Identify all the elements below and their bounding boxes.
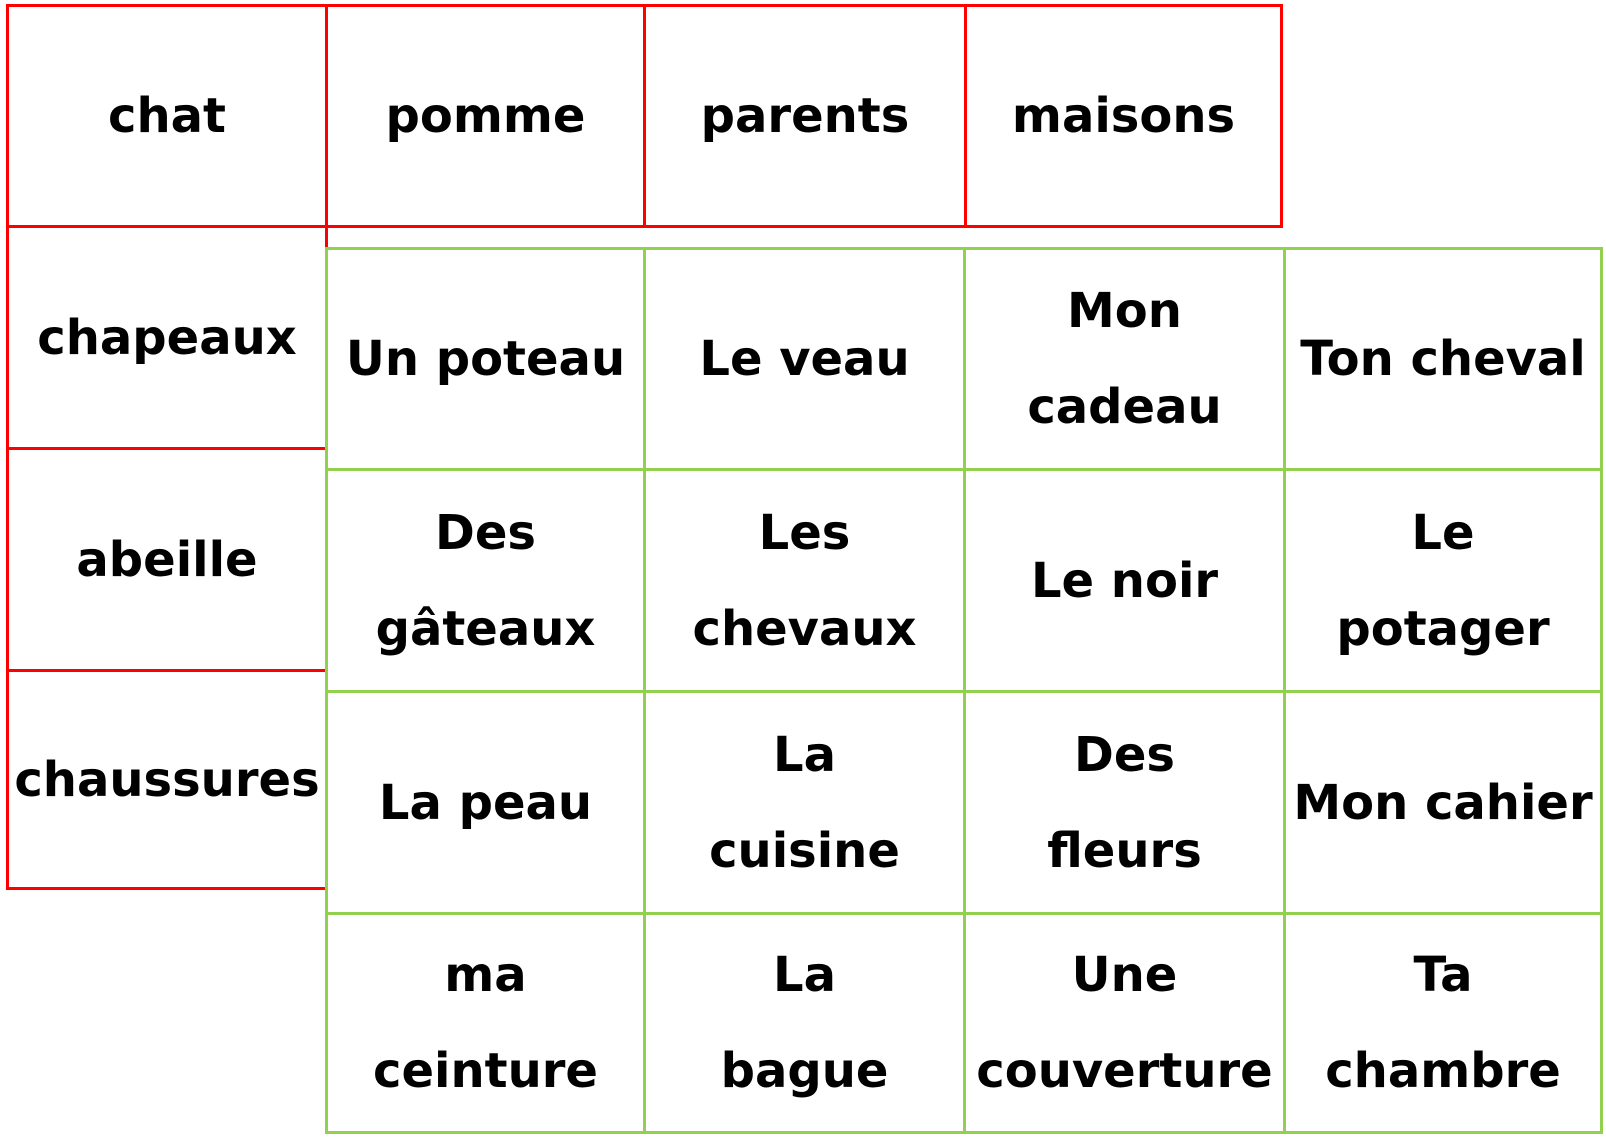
word-cell: Des fleurs — [963, 690, 1286, 915]
word-cell: Mon cadeau — [963, 247, 1286, 471]
word-cell: La peau — [325, 690, 646, 915]
side-word-cell: abeille — [6, 447, 328, 672]
word-cell: Des gâteaux — [325, 468, 646, 693]
word-cell: Le noir — [963, 468, 1286, 693]
word-cell: ma ceinture — [325, 912, 646, 1134]
word-cell: Les chevaux — [643, 468, 966, 693]
word-cell: Mon cahier — [1283, 690, 1603, 915]
word-cell: La bague — [643, 912, 966, 1134]
word-cell: Le potager — [1283, 468, 1603, 693]
word-cell: Un poteau — [325, 247, 646, 471]
header-word-cell: pomme — [325, 4, 646, 228]
word-cell: La cuisine — [643, 690, 966, 915]
header-word-cell: chat — [6, 4, 328, 228]
word-cell: Ta chambre — [1283, 912, 1603, 1134]
word-cell: Une couverture — [963, 912, 1286, 1134]
side-word-cell: chaussures — [6, 669, 328, 890]
header-word-cell: maisons — [964, 4, 1283, 228]
header-word-cell: parents — [643, 4, 967, 228]
word-cell: Le veau — [643, 247, 966, 471]
word-cell: Ton cheval — [1283, 247, 1603, 471]
side-word-cell: chapeaux — [6, 225, 328, 450]
